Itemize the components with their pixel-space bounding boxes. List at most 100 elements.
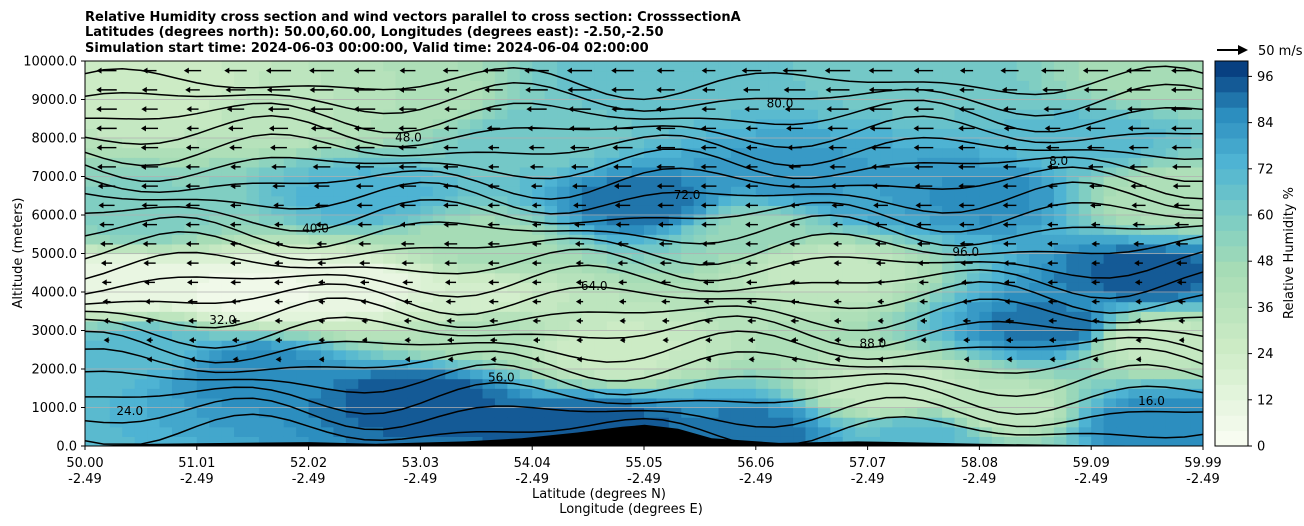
- wind-vector-head: [575, 260, 581, 267]
- humidity-cell: [432, 407, 446, 418]
- humidity-cell: [283, 80, 297, 91]
- wind-vector-head: [745, 240, 751, 247]
- humidity-cell: [1165, 388, 1179, 399]
- humidity-cell: [246, 147, 260, 158]
- humidity-cell: [1128, 282, 1142, 293]
- wind-vector-head: [400, 221, 406, 228]
- humidity-cell: [221, 340, 235, 351]
- humidity-cell: [134, 349, 148, 360]
- humidity-cell: [184, 301, 198, 312]
- humidity-cell: [904, 263, 918, 274]
- humidity-cell: [544, 166, 558, 178]
- humidity-cell: [345, 195, 359, 206]
- humidity-cell: [159, 301, 173, 312]
- humidity-cell: [1029, 186, 1043, 197]
- humidity-cell: [532, 195, 546, 206]
- humidity-cell: [855, 89, 869, 101]
- humidity-cell: [917, 301, 931, 312]
- humidity-cell: [855, 166, 869, 178]
- wind-vector-head: [529, 163, 535, 170]
- humidity-cell: [1004, 234, 1018, 245]
- humidity-cell: [134, 128, 148, 139]
- wind-vector-head: [576, 356, 582, 363]
- humidity-cell: [296, 166, 310, 178]
- contour-label: 24.0: [116, 404, 143, 418]
- humidity-cell: [1091, 128, 1105, 139]
- humidity-cell: [656, 378, 670, 389]
- humidity-cell: [1165, 263, 1179, 274]
- humidity-cell: [817, 378, 831, 389]
- humidity-cell: [171, 195, 185, 206]
- humidity-cell: [234, 369, 248, 380]
- humidity-cell: [644, 186, 658, 197]
- humidity-cell: [1178, 205, 1192, 216]
- humidity-cell: [1153, 407, 1167, 418]
- humidity-cell: [271, 186, 285, 197]
- humidity-cell: [768, 292, 782, 303]
- wind-vector-head: [1129, 163, 1135, 170]
- humidity-cell: [631, 157, 645, 168]
- humidity-cell: [966, 128, 980, 139]
- humidity-cell: [97, 369, 111, 380]
- humidity-cell: [929, 369, 943, 380]
- humidity-cell: [432, 186, 446, 197]
- humidity-cell: [917, 311, 931, 322]
- humidity-cell: [1153, 253, 1167, 264]
- humidity-cell: [308, 349, 322, 360]
- wind-vector-head: [745, 202, 751, 209]
- humidity-cell: [519, 157, 533, 168]
- humidity-cell: [296, 253, 310, 264]
- humidity-cell: [445, 369, 459, 380]
- humidity-cell: [283, 282, 297, 293]
- humidity-cell: [109, 436, 123, 446]
- humidity-cell: [184, 407, 198, 418]
- humidity-cell: [569, 99, 583, 110]
- humidity-cell: [780, 436, 794, 446]
- humidity-cell: [942, 301, 956, 312]
- humidity-cell: [470, 234, 484, 245]
- humidity-cell: [1041, 80, 1055, 91]
- humidity-cell: [743, 340, 757, 351]
- humidity-cell: [196, 70, 210, 81]
- humidity-cell: [507, 417, 521, 428]
- humidity-cell: [1029, 61, 1043, 72]
- humidity-cell: [569, 397, 583, 409]
- humidity-cell: [668, 118, 682, 129]
- humidity-cell: [1041, 166, 1055, 178]
- humidity-cell: [979, 349, 993, 360]
- x-tick-label-lat: 51.01: [178, 456, 215, 471]
- humidity-cell: [258, 388, 272, 399]
- humidity-cell: [407, 70, 421, 81]
- humidity-cell: [1165, 397, 1179, 409]
- humidity-cell: [1016, 340, 1030, 351]
- humidity-cell: [817, 388, 831, 399]
- humidity-cell: [482, 407, 496, 418]
- humidity-cell: [321, 157, 335, 168]
- humidity-cell: [283, 292, 297, 303]
- humidity-cell: [1078, 234, 1092, 245]
- humidity-cell: [1091, 157, 1105, 168]
- humidity-cell: [681, 397, 695, 409]
- colorbar-level: [1215, 138, 1248, 154]
- humidity-cell: [880, 89, 894, 101]
- humidity-cell: [942, 272, 956, 283]
- humidity-cell: [954, 118, 968, 129]
- humidity-cell: [619, 378, 633, 389]
- humidity-cell: [867, 292, 881, 303]
- humidity-cell: [929, 80, 943, 91]
- humidity-cell: [644, 61, 658, 72]
- humidity-cell: [793, 138, 807, 149]
- humidity-cell: [880, 397, 894, 409]
- humidity-cell: [929, 128, 943, 139]
- humidity-cell: [954, 89, 968, 101]
- humidity-cell: [333, 292, 347, 303]
- humidity-cell: [979, 166, 993, 178]
- humidity-cell: [780, 176, 794, 187]
- humidity-cell: [345, 359, 359, 370]
- humidity-cell: [979, 272, 993, 283]
- humidity-cell: [557, 311, 571, 322]
- humidity-cell: [966, 61, 980, 72]
- humidity-cell: [283, 311, 297, 322]
- contour-label: 48.0: [395, 130, 422, 144]
- humidity-cell: [581, 138, 595, 149]
